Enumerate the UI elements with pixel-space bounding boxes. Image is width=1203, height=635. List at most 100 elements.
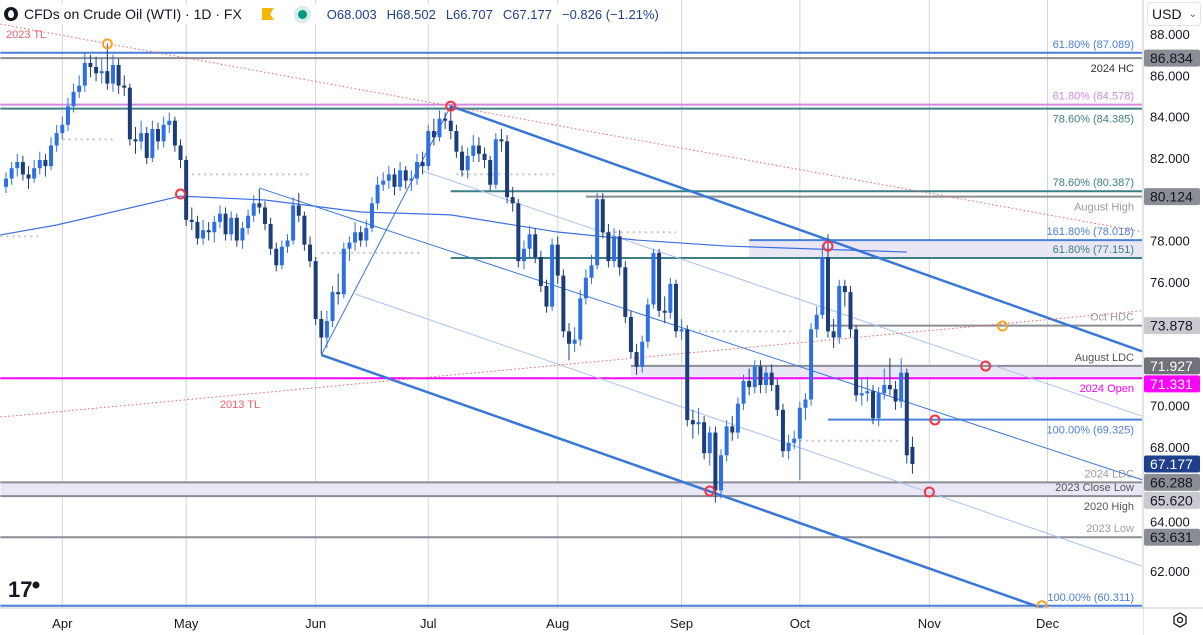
price-tick-label: 68.000 [1150, 440, 1190, 455]
candle [122, 75, 127, 96]
price-axis[interactable]: 88.000 86.000 84.000 82.000 78.000 76.000 70.0… [1142, 0, 1203, 635]
settings-gear-icon[interactable] [1172, 612, 1188, 628]
candle-body [139, 133, 144, 142]
candle-body [887, 385, 892, 390]
candle-body [88, 62, 93, 68]
svg-text:17: 17 [8, 577, 32, 602]
candle-body [172, 120, 177, 146]
candle [550, 238, 555, 311]
candle [60, 116, 65, 140]
candle-body [212, 221, 217, 233]
level-label: 100.00% (69.325) [1047, 425, 1134, 437]
candle [606, 223, 611, 268]
price-tag [1144, 491, 1200, 509]
candle [910, 436, 915, 474]
candle-body [217, 213, 222, 222]
candle [521, 240, 526, 270]
market-open-dot-icon [297, 9, 307, 19]
time-tick-label: Oct [790, 616, 811, 631]
candle-body [797, 407, 802, 439]
candle-body [527, 234, 532, 249]
candle-body [668, 283, 673, 313]
candle [780, 403, 785, 458]
chevron-down-icon: ⌄ [1188, 8, 1197, 20]
candle [291, 197, 296, 245]
candle [150, 120, 155, 163]
tradingview-logo: 17 [8, 577, 40, 602]
symbol-title[interactable]: CFDs on Crude Oil (WTI) · 1D · FX [24, 6, 242, 22]
candle [302, 211, 307, 251]
price-tag-label: 86.834 [1150, 50, 1193, 66]
price-tick-label: 62.000 [1150, 564, 1190, 579]
candle [859, 378, 864, 406]
candle-body [572, 339, 577, 344]
candle [600, 193, 605, 239]
ohlc-high: H68.502 [386, 6, 436, 22]
candle [217, 205, 222, 229]
candle-body [105, 71, 110, 84]
flag-icon[interactable] [261, 8, 274, 20]
candle [752, 360, 757, 394]
price-tick-label: 70.000 [1150, 399, 1190, 414]
candle [561, 269, 566, 338]
candle-body [223, 213, 228, 235]
time-tick-label: Jun [305, 616, 326, 631]
time-tick-label: Dec [1036, 616, 1060, 631]
candle [189, 207, 194, 231]
candle [257, 188, 262, 214]
candle-body [521, 248, 526, 262]
time-tick-label: Sep [670, 616, 693, 631]
price-tag [1144, 357, 1200, 375]
candle-body [313, 261, 318, 319]
candle [634, 343, 639, 375]
channel-trendline [320, 353, 1123, 635]
candle-body [420, 162, 425, 167]
candle-body [859, 393, 864, 396]
currency-value: USD [1152, 6, 1182, 22]
time-axis[interactable]: Apr May Jun Jul Aug Sep Oct Nov Dec [0, 607, 1203, 635]
candle [882, 368, 887, 400]
candle [792, 430, 797, 450]
time-tick-label: Nov [918, 616, 942, 631]
candle [719, 449, 724, 499]
candle [443, 112, 448, 129]
candle-body [330, 292, 335, 322]
candle [865, 376, 870, 402]
zones [0, 240, 1143, 497]
candle-body [324, 321, 329, 338]
candle [99, 58, 104, 84]
level-labels: 61.80% (87.089) 2024 HC 61.80% (84.578) 78.… [6, 29, 1134, 604]
candle [612, 228, 617, 268]
candle-body [702, 422, 707, 454]
pivot-marker [997, 320, 1009, 332]
price-tag-label: 66.288 [1150, 474, 1193, 490]
candle [369, 197, 374, 233]
price-tag-label: 65.620 [1150, 492, 1193, 508]
candle-body [780, 409, 785, 452]
candle-body [505, 141, 510, 198]
candle [381, 172, 386, 191]
candle-body [240, 228, 245, 241]
candle-body [550, 244, 555, 307]
candle [420, 151, 425, 175]
candle-body [229, 217, 234, 235]
candle-body [291, 205, 296, 241]
candle [336, 273, 341, 305]
candle [544, 279, 549, 313]
candle-body [262, 207, 267, 224]
level-label: 100.00% (60.311) [1047, 592, 1134, 604]
price-tick-label: 84.000 [1150, 110, 1190, 125]
candle [904, 368, 909, 464]
candle-body [99, 71, 104, 74]
pivot-marker [980, 360, 992, 372]
level-label: 2023 Close Low [1055, 482, 1134, 494]
currency-dropdown[interactable]: USD ⌄ [1147, 2, 1201, 26]
candle-body [246, 215, 251, 229]
candle-body [764, 372, 769, 386]
candle [409, 170, 414, 191]
candle [49, 137, 54, 171]
candle-body [257, 203, 262, 208]
candle [71, 83, 76, 113]
candle [324, 310, 329, 348]
